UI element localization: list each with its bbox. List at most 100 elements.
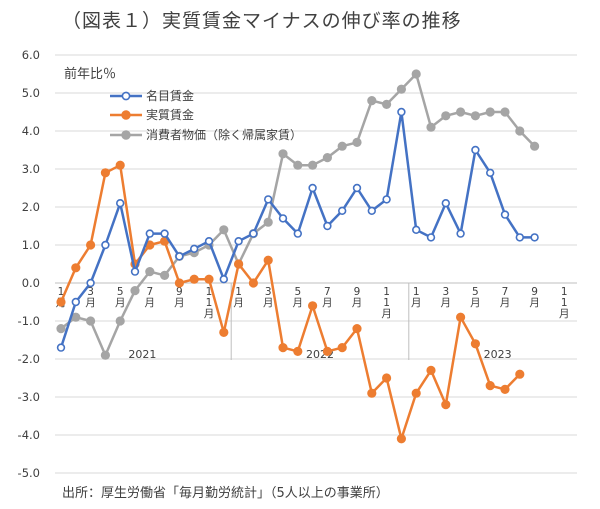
data-point [219,225,229,235]
y-tick-label: 4.0 [22,124,40,138]
data-point [293,346,303,356]
data-point [367,388,377,398]
y-tick-label: -2.0 [18,352,40,366]
data-point [456,107,466,117]
data-point [530,141,540,151]
x-tick-label-char: 月 [441,297,452,309]
data-point [337,343,347,353]
data-point [426,122,436,132]
data-point [530,233,539,242]
x-tick-label-char: 3 [87,286,94,298]
x-tick-label-char: 月 [85,297,96,309]
data-point [249,229,258,238]
data-point [86,278,95,288]
data-point [441,400,451,410]
x-tick-label-char: 5 [294,286,301,298]
data-point [130,267,140,276]
data-point [456,312,466,322]
data-point [160,270,170,280]
data-point [308,183,317,193]
data-point [515,126,525,136]
y-tick-label: -3.0 [18,390,40,404]
data-point [56,343,66,352]
data-point [115,160,125,170]
data-point [160,229,169,238]
data-point [101,240,110,250]
data-point [86,316,96,326]
x-tick-label-char: 1 [206,297,213,309]
x-tick-label-char: 月 [174,297,185,309]
data-point [500,384,510,394]
data-point [264,195,273,204]
x-tick-label-char: 月 [470,297,481,309]
data-point [411,388,421,398]
data-point [412,225,421,235]
data-point [470,111,480,121]
legend-label-cpi: 消費者物価（除く帰属家賃） [146,127,302,142]
data-point [174,278,184,288]
x-tick-label-char: 1 [235,286,242,298]
y-tick-label: 3.0 [22,162,40,176]
data-point [219,275,229,284]
data-point [278,343,288,353]
data-point [485,381,495,391]
x-tick-label-char: 1 [383,297,390,309]
data-point [441,199,450,208]
x-tick-label-char: 月 [500,297,511,309]
x-tick-label-char: 7 [146,286,153,298]
data-point [352,137,362,147]
legend: 名目賃金 実質賃金 消費者物価（除く帰属家賃） [110,88,302,142]
data-point [396,84,406,94]
data-point [426,233,436,242]
x-tick-label-char: 1 [561,286,568,298]
data-point [515,369,525,379]
data-point [204,237,214,246]
x-tick-label-char: 3 [442,286,449,298]
legend-dot-cpi [121,130,131,140]
x-tick-label-char: 1 [206,286,213,298]
data-point [263,217,273,227]
data-point [56,324,66,334]
data-point [234,259,244,269]
x-tick-label-char: 9 [531,286,538,298]
data-point [485,107,495,117]
x-tick-label-char: 月 [381,308,392,320]
y-tick-label: 0.0 [22,276,40,290]
x-tick-label-char: 5 [472,286,479,298]
x-year-label: 2023 [484,348,512,361]
y-tick-label: -5.0 [18,466,40,480]
data-point [396,434,406,444]
legend-label-real-wage: 実質賃金 [146,107,194,122]
data-point [71,297,81,307]
legend-dot-real-wage [121,110,131,120]
data-point [322,346,332,356]
data-point [248,278,258,288]
data-point [337,141,347,151]
y-axis: 6.0 5.0 4.0 3.0 2.0 1.0 0.0 -1.0 -2.0 -3.0 -4.0 -5.… [18,48,40,480]
legend-dot-nominal-wage [121,91,131,101]
data-point [382,195,391,204]
data-point [278,149,288,159]
x-tick-label-char: 月 [559,308,570,320]
y-tick-label: 2.0 [22,200,40,214]
x-tick-label-char: 月 [233,297,244,309]
data-point [322,153,332,163]
data-point [367,206,376,216]
data-point [100,168,111,178]
x-tick-label-char: 5 [117,286,124,298]
data-point [338,206,347,216]
x-tick-label-char: 月 [529,297,540,309]
data-point [308,160,318,170]
data-point [471,145,480,155]
data-point [411,69,421,79]
data-point [145,267,155,277]
x-tick-label-char: 月 [293,297,304,309]
x-tick-label-char: 7 [324,286,331,298]
x-tick-label-char: 1 [383,286,390,298]
data-point [382,373,392,383]
data-point [456,229,465,238]
data-point [175,252,184,261]
data-point [500,210,510,219]
data-point [189,274,199,284]
x-tick-label-char: 月 [145,297,156,309]
